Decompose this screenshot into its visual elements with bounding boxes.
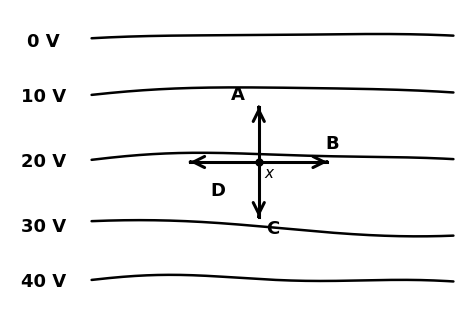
Text: x: x <box>264 166 273 181</box>
Text: C: C <box>266 220 279 238</box>
Text: B: B <box>325 135 339 153</box>
Text: 10 V: 10 V <box>21 88 66 106</box>
Text: 30 V: 30 V <box>21 218 66 236</box>
Text: 40 V: 40 V <box>21 273 66 291</box>
Text: A: A <box>231 86 245 104</box>
Text: 20 V: 20 V <box>21 153 66 171</box>
Text: 0 V: 0 V <box>27 33 60 51</box>
Text: D: D <box>210 182 225 200</box>
